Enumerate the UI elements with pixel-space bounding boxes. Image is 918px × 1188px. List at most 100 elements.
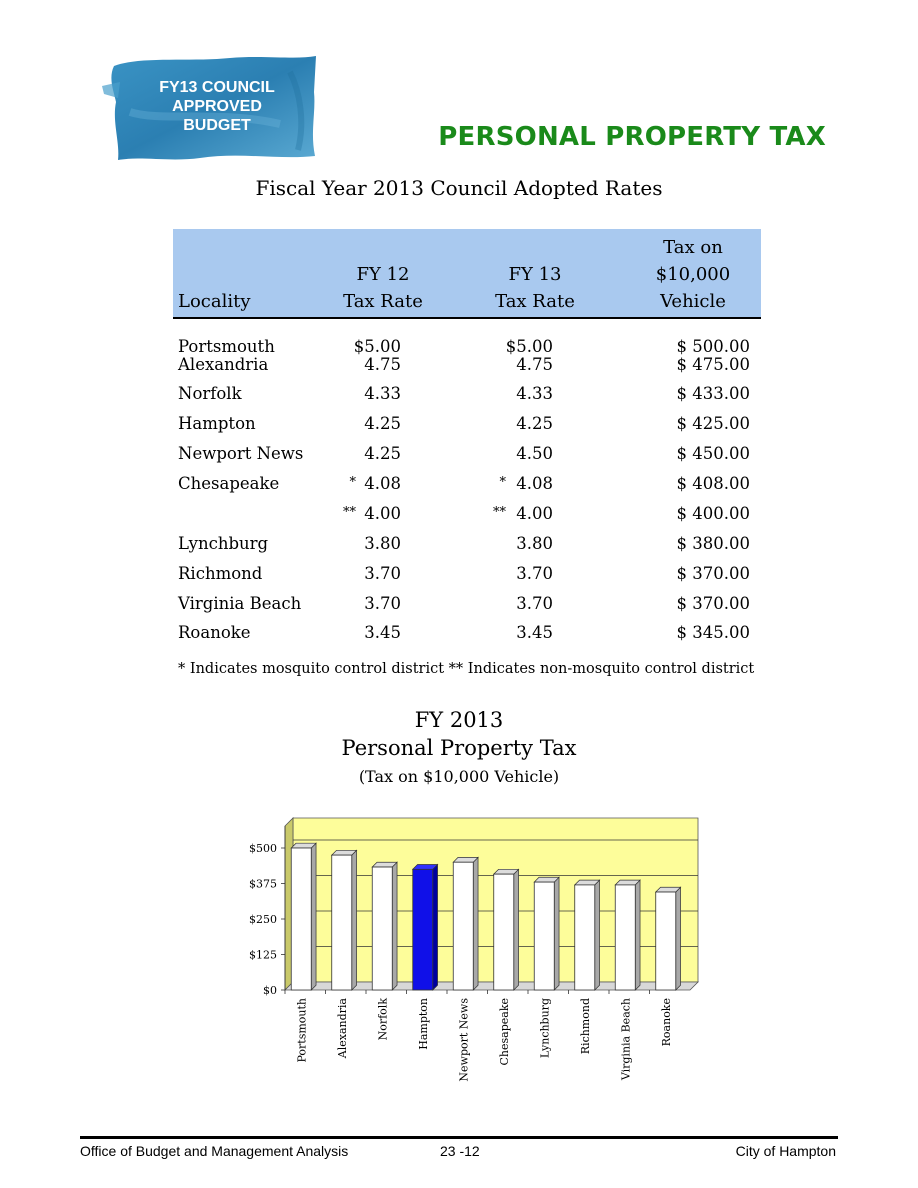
cell-fy13: 3.80 — [516, 534, 553, 553]
cell-locality: Alexandria — [178, 355, 269, 373]
cell-fy12: 3.80 — [364, 534, 401, 553]
cell-fy13: 3.45 — [516, 623, 553, 642]
cell-fy13-marker: ** — [493, 505, 506, 520]
footer-office: Office of Budget and Management Analysis — [80, 1143, 349, 1159]
bar-top — [654, 886, 682, 893]
bar-side — [472, 856, 479, 991]
cell-vehicle: $ 408.00 — [676, 474, 750, 493]
header-vehicle-bottom: Vehicle — [660, 291, 726, 312]
cell-fy13: 4.08 — [516, 474, 553, 493]
cell-fy12: 3.70 — [364, 564, 401, 583]
x-tick-label: Alexandria — [336, 998, 349, 1060]
y-tick-label: $0 — [263, 984, 277, 997]
cell-vehicle: $ 433.00 — [676, 384, 750, 403]
cell-locality: Lynchburg — [178, 534, 269, 553]
header-vehicle-mid: $10,000 — [655, 264, 731, 285]
cell-fy12: 4.08 — [364, 474, 401, 493]
cell-vehicle: $ 475.00 — [676, 355, 750, 373]
bar-top — [492, 868, 520, 875]
header-locality: Locality — [178, 291, 251, 312]
bar-top — [330, 849, 358, 856]
header-vehicle-top: Tax on — [663, 237, 723, 258]
cell-fy12: 3.70 — [364, 594, 401, 613]
y-tick-label: $125 — [249, 949, 277, 962]
bar-side — [310, 842, 317, 991]
cell-locality: Newport News — [178, 444, 304, 463]
table-row: Newport News 4.25 4.50 $ 450.00 — [0, 444, 918, 474]
table-row: Chesapeake * 4.08 * 4.08 $ 408.00 — [0, 474, 918, 504]
cell-locality: Roanoke — [178, 623, 251, 642]
badge-line-2: APPROVED — [172, 98, 262, 115]
footer-divider — [80, 1136, 838, 1139]
bar-side — [432, 863, 438, 991]
bar-top — [371, 861, 398, 868]
cell-vehicle: $ 370.00 — [676, 594, 750, 613]
bar-top — [614, 879, 641, 886]
x-tick-label: Hampton — [417, 998, 430, 1050]
x-tick-label: Portsmouth — [295, 998, 308, 1063]
y-tick-label: $250 — [249, 913, 277, 926]
cell-vehicle: $ 425.00 — [676, 414, 750, 433]
bar — [371, 866, 393, 991]
cell-vehicle: $ 450.00 — [676, 444, 750, 463]
bar-side — [675, 886, 681, 991]
header-fy12-bottom: Tax Rate — [343, 291, 423, 312]
cell-fy13: 4.50 — [516, 444, 553, 463]
table-row: Alexandria 4.75 4.75 $ 475.00 — [0, 355, 918, 373]
cell-fy12: 4.00 — [364, 504, 401, 523]
cell-fy12: 4.75 — [364, 355, 401, 373]
bar-top — [411, 864, 439, 870]
chart-title-line-2: Personal Property Tax — [341, 736, 577, 760]
cell-fy12: 4.33 — [364, 384, 401, 403]
cell-locality: Virginia Beach — [178, 594, 302, 613]
section-title: PERSONAL PROPERTY TAX — [438, 122, 826, 152]
cell-fy13: 4.00 — [516, 504, 553, 523]
bar-side — [391, 861, 398, 991]
header-fy13-top: FY 13 — [508, 264, 562, 285]
y-tick-label: $500 — [249, 842, 277, 855]
cell-locality: Norfolk — [178, 384, 242, 403]
x-tick-label: Norfolk — [376, 998, 389, 1041]
bar — [533, 881, 555, 991]
cell-vehicle: $ 400.00 — [676, 504, 750, 523]
table-row: Lynchburg 3.80 3.80 $ 380.00 — [0, 534, 918, 564]
cell-fy12-marker: * — [349, 475, 357, 490]
cell-fy13: 3.70 — [516, 594, 553, 613]
table-row: Virginia Beach 3.70 3.70 $ 370.00 — [0, 594, 918, 624]
y-tick-label: $375 — [249, 878, 277, 891]
x-tick-label: Lynchburg — [538, 998, 551, 1058]
cell-fy13: 4.25 — [516, 414, 553, 433]
table-row: Portsmouth $5.00 $5.00 $ 500.00 — [0, 337, 918, 367]
table-row: Roanoke 3.45 3.45 $ 345.00 — [0, 623, 918, 653]
badge-line-1: FY13 COUNCIL — [159, 79, 275, 96]
cell-locality: Richmond — [178, 564, 263, 583]
cell-locality: Hampton — [178, 414, 256, 433]
cell-vehicle: $ 345.00 — [676, 623, 750, 642]
header-fy13-bottom: Tax Rate — [495, 291, 575, 312]
cell-vehicle: $ 380.00 — [676, 534, 750, 553]
cell-fy13: 3.70 — [516, 564, 553, 583]
table-header: Locality FY 12 Tax Rate FY 13 Tax Rate T… — [173, 229, 761, 319]
chart-title-line-1: FY 2013 — [414, 708, 504, 732]
bar-top — [452, 857, 479, 863]
cell-fy12-marker: ** — [343, 505, 356, 520]
x-tick-label: Virginia Beach — [619, 998, 632, 1081]
cell-fy13: 4.33 — [516, 384, 553, 403]
bar-side — [351, 849, 357, 991]
bar-top — [290, 842, 317, 849]
cell-fy12: 4.25 — [364, 444, 401, 463]
bar — [655, 891, 677, 991]
table-title: Fiscal Year 2013 Council Adopted Rates — [255, 176, 663, 200]
bar — [614, 884, 636, 991]
table-row: ** 4.00 ** 4.00 $ 400.00 — [0, 504, 918, 534]
header-fy12-top: FY 12 — [356, 264, 410, 285]
cell-fy12: $5.00 — [353, 337, 401, 356]
bar-side — [553, 876, 560, 991]
cell-locality: Portsmouth — [178, 337, 275, 356]
cell-locality: Chesapeake — [178, 474, 280, 493]
cell-vehicle: $ 500.00 — [676, 337, 750, 356]
x-tick-label: Roanoke — [660, 998, 673, 1046]
cell-vehicle: $ 370.00 — [676, 564, 750, 583]
footer-page-number: 23 -12 — [440, 1143, 480, 1159]
bar — [290, 847, 312, 991]
